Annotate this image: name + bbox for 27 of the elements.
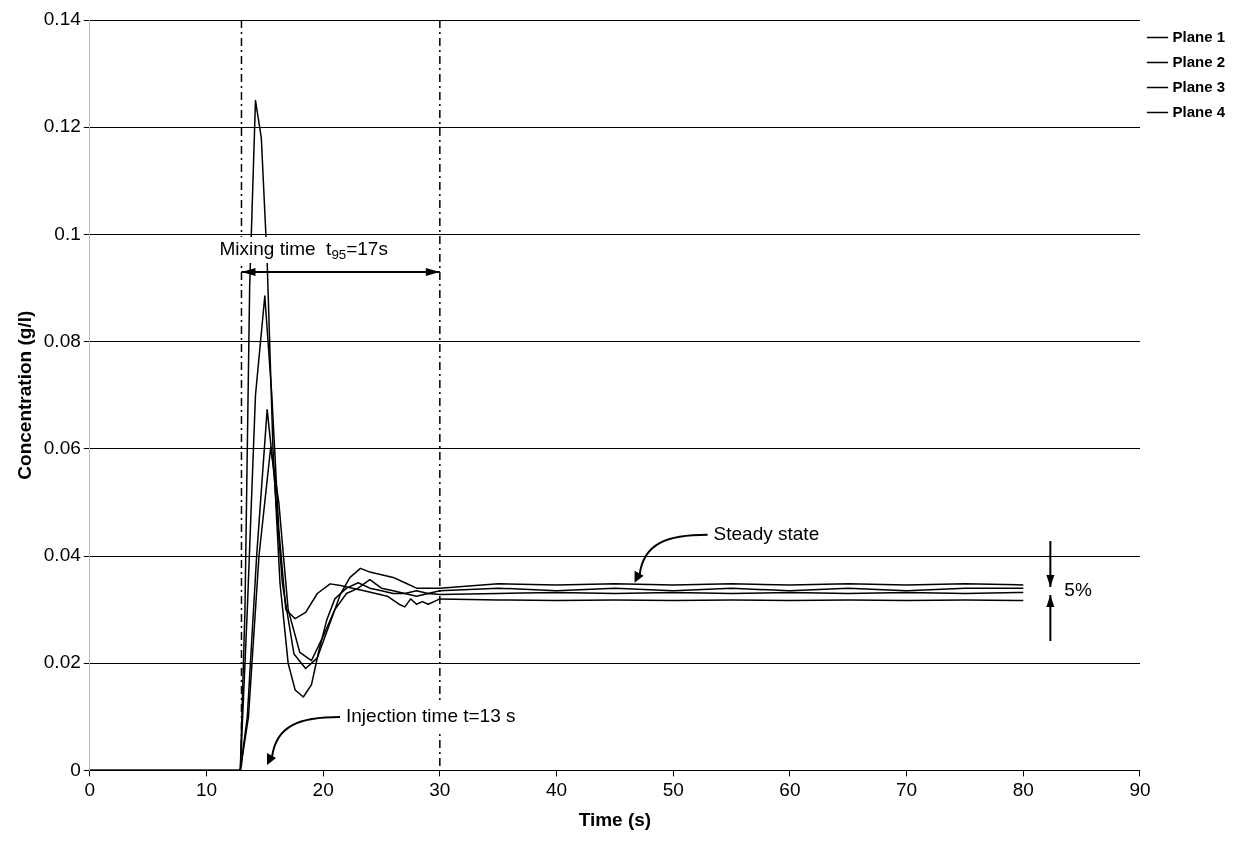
y-axis-title: Concentration (g/l)	[13, 310, 35, 480]
y-tick-label: 0.02	[43, 651, 81, 673]
y-tick-label: 0.06	[43, 437, 81, 459]
y-tick-label: 0.1	[54, 222, 81, 244]
legend-label: Plane 4	[1172, 102, 1226, 120]
y-tick-label: 0.04	[43, 544, 82, 566]
legend-label: Plane 3	[1172, 77, 1225, 95]
annotation: 5%	[1064, 579, 1092, 601]
x-tick-label: 40	[545, 779, 568, 801]
x-tick-label: 80	[1012, 779, 1034, 801]
x-tick-label: 50	[662, 779, 684, 801]
x-tick-label: 20	[312, 779, 334, 801]
x-tick-label: 10	[195, 779, 218, 801]
y-tick-label: 0.12	[43, 115, 81, 137]
annotation: Injection time t=13 s	[346, 705, 516, 727]
y-tick-label: 0.08	[43, 329, 81, 351]
x-tick-label: 90	[1129, 779, 1151, 801]
legend-label: Plane 2	[1172, 52, 1225, 70]
x-tick-label: 30	[429, 779, 451, 801]
x-axis-title: Time (s)	[578, 808, 652, 830]
x-tick-label: 70	[896, 779, 918, 801]
y-tick-label: 0	[70, 758, 81, 780]
x-tick-label: 0	[84, 779, 96, 801]
annotation: Steady state	[713, 523, 820, 545]
x-tick-label: 60	[779, 779, 801, 801]
y-tick-label: 0.14	[43, 8, 82, 30]
legend-label: Plane 1	[1172, 27, 1225, 45]
